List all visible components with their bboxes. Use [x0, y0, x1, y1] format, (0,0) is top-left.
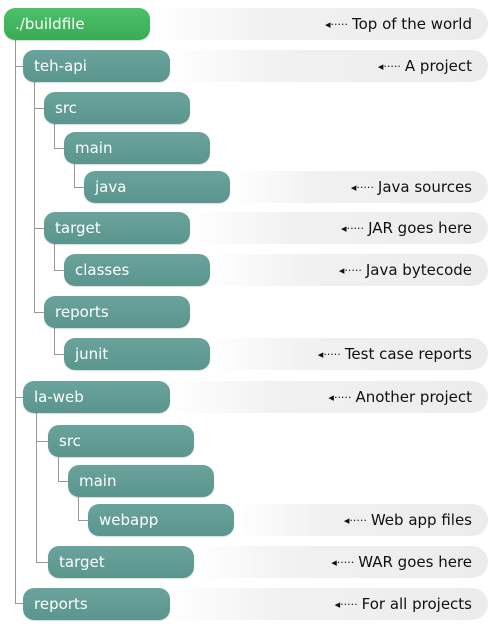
left-arrow-icon: ◂·····	[377, 60, 401, 73]
annotation-text: Java bytecode	[365, 261, 472, 279]
annotation-text: For all projects	[361, 595, 472, 613]
tree-node-buildfile[interactable]: ./buildfile	[4, 8, 150, 40]
left-arrow-icon: ◂·····	[341, 222, 365, 235]
annotation-text: Top of the world	[352, 15, 472, 33]
annotation-text: Another project	[355, 388, 472, 406]
annotation-buildfile: ◂····· Top of the world	[325, 8, 472, 40]
annotation-text: JAR goes here	[368, 219, 472, 237]
tree-node-main[interactable]: main	[64, 132, 210, 164]
left-arrow-icon: ◂·····	[328, 391, 352, 404]
left-arrow-icon: ◂·····	[350, 181, 374, 194]
branch-teh-api-to-reports	[34, 82, 45, 313]
tree-node-target[interactable]: target	[48, 546, 194, 578]
tree-node-target[interactable]: target	[44, 212, 190, 244]
tree-node-reports[interactable]: reports	[44, 296, 190, 328]
left-arrow-icon: ◂·····	[343, 514, 367, 527]
branch-src2-to-main	[58, 457, 69, 482]
tree-node-src[interactable]: src	[48, 425, 194, 457]
branch-reports-to-junit	[54, 328, 65, 355]
branch-main2-to-webapp	[78, 497, 89, 521]
tree-node-main[interactable]: main	[68, 465, 214, 497]
left-arrow-icon: ◂·····	[334, 598, 358, 611]
annotation-text: A project	[404, 57, 472, 75]
left-arrow-icon: ◂·····	[331, 556, 355, 569]
annotation-band	[208, 254, 488, 286]
annotation-target: ◂····· WAR goes here	[331, 546, 472, 578]
tree-node-java[interactable]: java	[84, 171, 230, 203]
annotation-band	[188, 212, 488, 244]
annotation-text: WAR goes here	[358, 553, 472, 571]
annotation-text: Java sources	[377, 178, 472, 196]
branch-target-to-classes	[54, 244, 65, 271]
tree-node-la-web[interactable]: la-web	[23, 381, 170, 413]
tree-node-webapp[interactable]: webapp	[88, 504, 234, 536]
branch-main-to-java	[74, 164, 85, 188]
annotation-target: ◂····· JAR goes here	[341, 212, 472, 244]
tree-node-teh-api[interactable]: teh-api	[23, 50, 170, 82]
tree-node-reports[interactable]: reports	[23, 588, 170, 620]
annotation-text: Web app files	[370, 511, 472, 529]
annotation-band	[168, 381, 488, 413]
annotation-band	[228, 171, 488, 203]
left-arrow-icon: ◂·····	[317, 348, 341, 361]
annotation-band	[208, 338, 488, 370]
branch-root-to-reports	[15, 40, 24, 604]
annotation-la-web: ◂····· Another project	[328, 381, 472, 413]
annotation-band	[168, 50, 488, 82]
tree-node-classes[interactable]: classes	[64, 254, 210, 286]
annotation-java: ◂····· Java sources	[351, 171, 472, 203]
annotation-junit: ◂····· Test case reports	[318, 338, 472, 370]
annotation-text: Test case reports	[344, 345, 472, 363]
left-arrow-icon: ◂·····	[324, 18, 348, 31]
annotation-band	[232, 504, 488, 536]
annotation-webapp: ◂····· Web app files	[344, 504, 472, 536]
annotation-teh-api: ◂····· A project	[378, 50, 472, 82]
left-arrow-icon: ◂·····	[338, 264, 362, 277]
annotation-band	[168, 588, 488, 620]
annotation-band	[192, 546, 488, 578]
tree-node-src[interactable]: src	[44, 92, 190, 124]
branch-src-to-main	[54, 124, 65, 149]
annotation-reports: ◂····· For all projects	[335, 588, 472, 620]
tree-node-junit[interactable]: junit	[64, 338, 210, 370]
annotation-classes: ◂····· Java bytecode	[339, 254, 472, 286]
annotation-band	[150, 8, 488, 40]
branch-la-web-to-target	[36, 413, 49, 563]
